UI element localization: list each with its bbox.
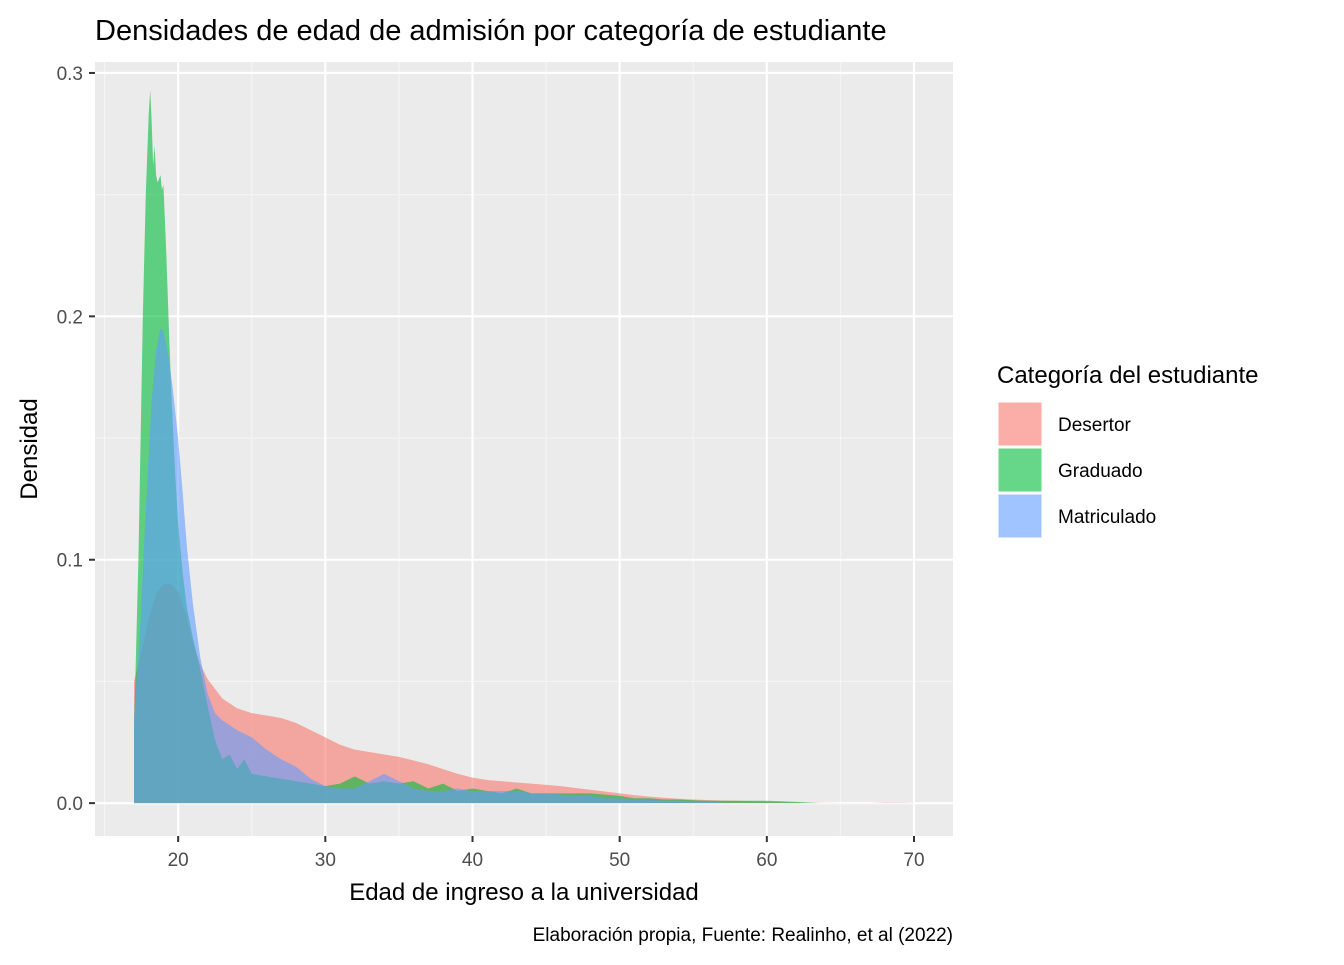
chart-caption: Elaboración propia, Fuente: Realinho, et… [533,925,953,946]
minor-gridlines [95,62,953,836]
y-tick-label: 0.1 [57,551,83,572]
density-area-matriculado [134,328,731,804]
density-areas [134,89,914,804]
plot-panel [95,62,953,836]
legend-label-graduado: Graduado [1058,461,1143,482]
chart-title: Densidades de edad de admisión por categ… [95,15,887,47]
x-tick-label: 20 [168,850,189,871]
y-axis: 0.0 0.1 0.2 0.3 [57,64,95,815]
x-tick-label: 60 [756,850,777,871]
legend-title: Categoría del estudiante [997,362,1259,389]
x-tick-label: 40 [462,850,483,871]
y-tick-label: 0.3 [57,64,83,85]
legend-key-matriculado [998,494,1042,538]
y-tick-label: 0.2 [57,307,83,328]
legend-label-desertor: Desertor [1058,415,1132,436]
x-axis: 20 30 40 50 60 70 [168,836,925,871]
legend-label-matriculado: Matriculado [1058,507,1156,528]
legend: Categoría del estudiante Desertor Graduad… [997,362,1259,539]
legend-items: Desertor Graduado Matriculado [997,401,1156,539]
panel-background [95,62,953,836]
density-area-desertor [134,584,914,804]
y-tick-label: 0.0 [57,794,83,815]
x-tick-label: 70 [903,850,924,871]
x-tick-label: 50 [609,850,630,871]
x-axis-title: Edad de ingreso a la universidad [349,879,699,906]
x-tick-label: 30 [315,850,336,871]
legend-key-graduado [998,448,1042,492]
y-axis-title: Densidad [16,398,43,499]
legend-key-desertor [998,402,1042,446]
